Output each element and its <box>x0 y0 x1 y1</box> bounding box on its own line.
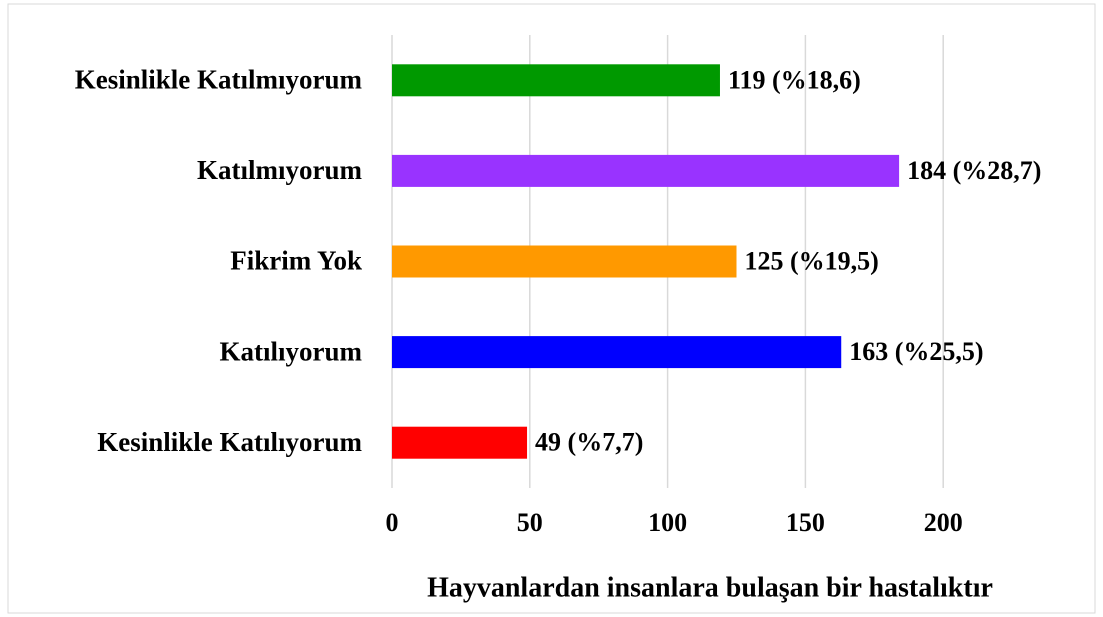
data-label: 163 (%25,5) <box>849 337 983 366</box>
x-tick-label: 150 <box>786 508 825 537</box>
bar <box>392 336 842 369</box>
bar <box>392 154 900 187</box>
data-label: 49 (%7,7) <box>535 428 643 457</box>
y-tick-label: Fikrim Yok <box>230 246 362 276</box>
chart-frame <box>7 3 1096 614</box>
data-label: 125 (%19,5) <box>745 246 879 275</box>
x-tick-label: 200 <box>924 508 963 537</box>
bar <box>392 426 528 459</box>
y-tick-label: Katılmıyorum <box>197 155 362 185</box>
x-tick-label: 100 <box>648 508 687 537</box>
x-axis-label: Hayvanlardan insanlara bulaşan bir hasta… <box>427 572 993 603</box>
bar <box>392 64 720 97</box>
y-tick-label: Katılıyorum <box>220 336 363 366</box>
y-tick-label: Kesinlikle Katılıyorum <box>97 427 362 457</box>
bar <box>392 245 737 278</box>
y-tick-label: Kesinlikle Katılmıyorum <box>75 65 363 95</box>
data-label: 119 (%18,6) <box>728 65 861 94</box>
data-label: 184 (%28,7) <box>907 156 1041 185</box>
x-tick-label: 0 <box>386 508 399 537</box>
x-tick-label: 50 <box>517 508 543 537</box>
